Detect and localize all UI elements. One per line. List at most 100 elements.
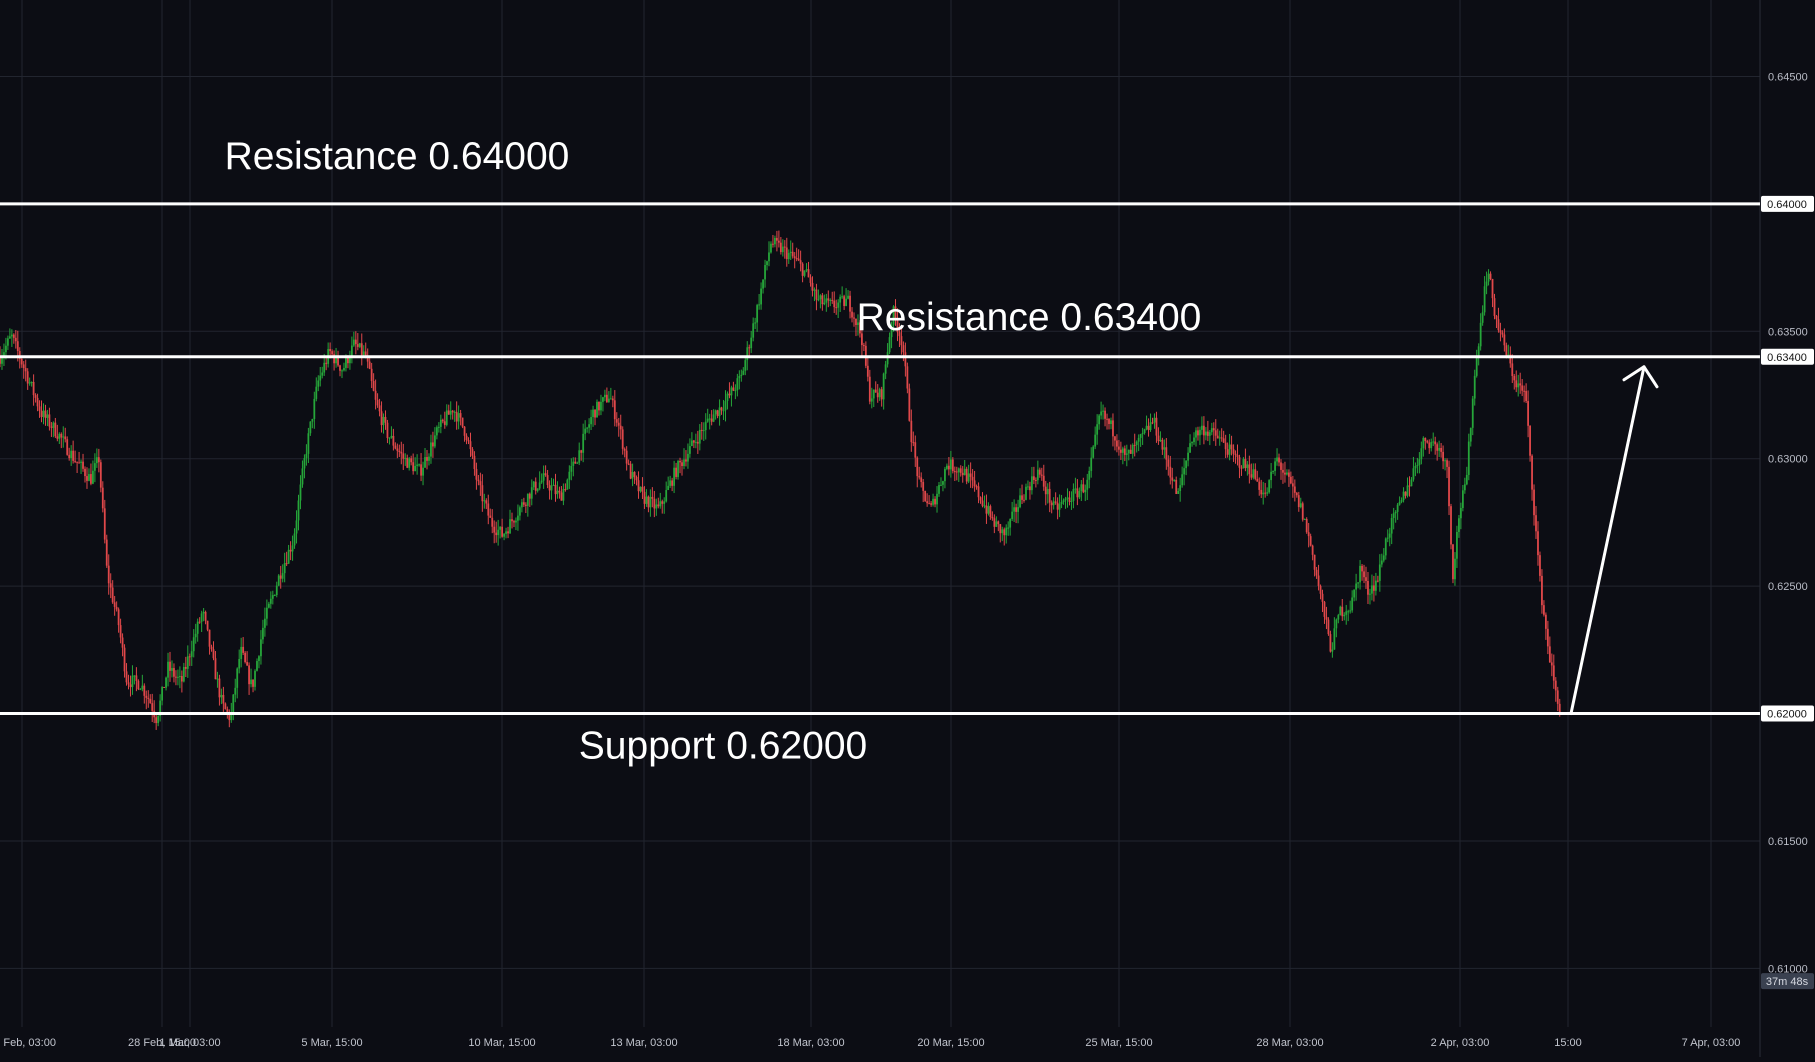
candle-up-body: [957, 468, 960, 473]
candle-down-body: [175, 676, 177, 678]
candle-down-body: [720, 407, 723, 411]
candle-up-body: [319, 375, 322, 381]
candle-up-body: [350, 345, 353, 358]
candle-up-body: [1072, 489, 1075, 502]
candle-up-body: [588, 424, 590, 428]
candle-up-body: [1359, 565, 1361, 583]
candle-down-body: [876, 392, 879, 398]
candle-down-body: [641, 486, 644, 492]
candle-up-body: [689, 446, 691, 454]
candle-down-body: [443, 421, 446, 425]
candle-down-body: [1548, 646, 1551, 663]
candle-down-body: [716, 410, 719, 417]
candle-down-body: [44, 410, 47, 418]
candle-down-body: [853, 317, 855, 319]
time-tick-label: 20 Mar, 15:00: [917, 1037, 984, 1049]
candle-up-body: [416, 464, 419, 466]
candle-up-body: [70, 450, 73, 459]
candle-down-body: [1206, 431, 1209, 436]
candle-down-body: [123, 647, 126, 672]
candle-down-body: [36, 397, 39, 407]
candle-up-body: [1204, 431, 1207, 436]
candle-down-body: [394, 445, 397, 449]
candle-down-body: [72, 450, 75, 461]
candle-down-body: [1307, 532, 1310, 537]
candle-up-body: [1402, 491, 1405, 501]
candle-up-body: [1187, 452, 1189, 461]
candle-down-body: [1552, 665, 1555, 681]
candle-down-body: [827, 298, 830, 301]
candle-up-body: [1438, 447, 1441, 451]
candle-up-body: [30, 381, 33, 383]
candle-up-body: [1121, 448, 1124, 453]
candle-down-body: [1202, 425, 1205, 436]
candle-down-body: [908, 388, 911, 421]
candle-up-body: [1228, 444, 1231, 455]
candle-up-body: [1094, 434, 1097, 447]
candle-up-body: [764, 265, 766, 280]
candle-down-body: [68, 454, 71, 459]
time-axis[interactable]: 26 Feb, 03:00 28 Feb, 15:001 Mar, 03:00 5 …: [0, 1037, 1740, 1049]
candle-down-body: [580, 450, 583, 453]
candle-up-body: [1467, 441, 1470, 475]
price-axis[interactable]: 0.64000 0.63400 0.62000 0.64500 0.63500 0.630…: [1761, 71, 1814, 990]
candle-up-body: [1036, 469, 1039, 481]
candle-down-body: [981, 500, 984, 506]
candle-up-body: [1060, 501, 1063, 505]
candle-down-body: [109, 583, 112, 588]
projection-arrow[interactable]: [1569, 365, 1646, 716]
candle-up-body: [817, 299, 820, 301]
candle-down-body: [1301, 503, 1304, 520]
candle-up-body: [607, 398, 610, 402]
candle-down-body: [337, 355, 339, 366]
candle-up-body: [768, 252, 770, 262]
candle-up-body: [892, 306, 895, 325]
candle-down-body: [679, 460, 681, 463]
candle-down-body: [989, 506, 992, 517]
candle-down-body: [1509, 354, 1512, 364]
candle-down-body: [356, 344, 359, 347]
candle-down-body: [333, 354, 335, 364]
candle-up-body: [734, 390, 737, 392]
candle-down-body: [491, 517, 494, 527]
candle-up-body: [837, 302, 840, 308]
candle-down-body: [471, 449, 474, 456]
candle-down-body: [60, 433, 63, 438]
candle-up-body: [1481, 312, 1484, 323]
candle-down-body: [339, 365, 341, 371]
candle-up-body: [726, 393, 729, 402]
candle-up-body: [453, 411, 456, 413]
candle-down-body: [906, 366, 909, 389]
candle-up-body: [1001, 529, 1004, 534]
candle-down-body: [896, 318, 899, 333]
candle-up-body: [1345, 611, 1348, 615]
candle-down-body: [34, 395, 37, 398]
candle-up-body: [718, 407, 721, 417]
candle-up-body: [645, 496, 648, 504]
candle-up-body: [1137, 437, 1140, 442]
candle-down-body: [461, 417, 464, 427]
candle-down-body: [1293, 486, 1296, 493]
candle-down-body: [372, 381, 375, 391]
candle-down-body: [1234, 453, 1237, 455]
candle-down-body: [619, 425, 622, 430]
candle-down-body: [487, 503, 490, 516]
candle-up-body: [1369, 593, 1371, 595]
candle-up-body: [287, 549, 290, 564]
candle-up-body: [714, 410, 717, 415]
candle-up-body: [1485, 281, 1488, 287]
candle-down-body: [1513, 375, 1516, 381]
candle-down-body: [1220, 437, 1223, 439]
candle-down-body: [74, 460, 77, 462]
candle-up-body: [1420, 448, 1423, 460]
candle-down-body: [1169, 466, 1172, 478]
candle-down-body: [623, 448, 626, 451]
candle-down-body: [184, 666, 187, 669]
candle-down-body: [1003, 529, 1006, 536]
candle-up-body: [730, 387, 733, 396]
candle-down-body: [78, 462, 80, 464]
candle-up-body: [80, 461, 82, 463]
candle-up-body: [1274, 461, 1276, 471]
